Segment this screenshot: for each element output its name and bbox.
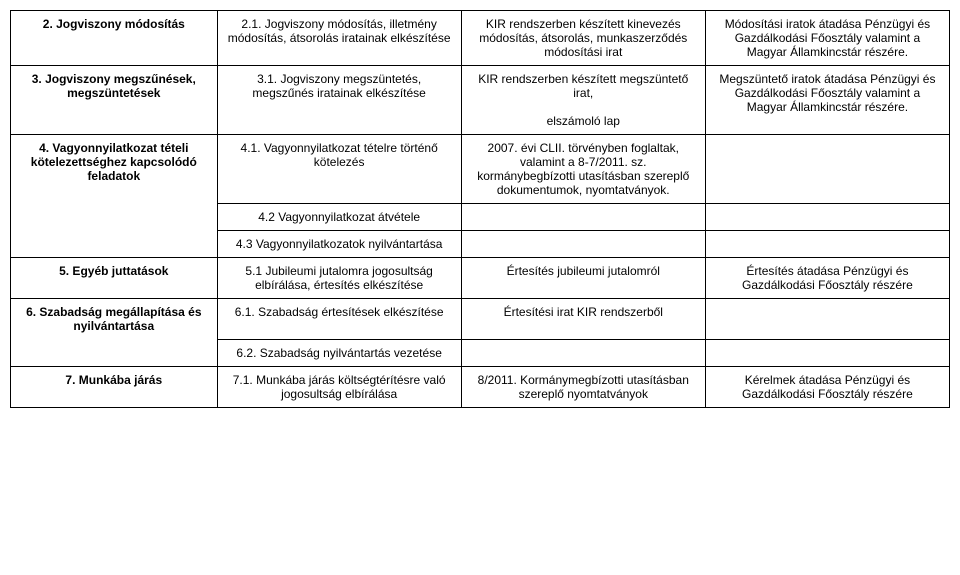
table-cell [11, 339, 218, 366]
table-cell: Megszüntető iratok átadása Pénzügyi és G… [705, 66, 949, 135]
table-cell [705, 135, 949, 204]
table-row: 4.2 Vagyonnyilatkozat átvétele [11, 204, 950, 231]
table-row: 5. Egyéb juttatások5.1 Jubileumi jutalom… [11, 258, 950, 299]
table-cell: 4.1. Vagyonnyilatkozat tételre történő k… [217, 135, 461, 204]
table-cell: 8/2011. Kormánymegbízotti utasításban sz… [461, 366, 705, 407]
table-cell: 3.1. Jogviszony megszüntetés, megszűnés … [217, 66, 461, 135]
table-cell: 4.3 Vagyonnyilatkozatok nyilvántartása [217, 231, 461, 258]
table-cell: 5. Egyéb juttatások [11, 258, 218, 299]
table-row: 3. Jogviszony megszűnések, megszüntetése… [11, 66, 950, 135]
table-cell [461, 339, 705, 366]
table-cell [11, 231, 218, 258]
table-cell: 2007. évi CLII. törvényben foglaltak, va… [461, 135, 705, 204]
table-cell: 6.2. Szabadság nyilvántartás vezetése [217, 339, 461, 366]
table-cell: Értesítés átadása Pénzügyi és Gazdálkodá… [705, 258, 949, 299]
table-cell: Kérelmek átadása Pénzügyi és Gazdálkodás… [705, 366, 949, 407]
table-cell [11, 204, 218, 231]
table-cell [461, 231, 705, 258]
table-cell: 7. Munkába járás [11, 366, 218, 407]
table-cell: Értesítés jubileumi jutalomról [461, 258, 705, 299]
table-cell: Módosítási iratok átadása Pénzügyi és Ga… [705, 11, 949, 66]
table-cell: 5.1 Jubileumi jutalomra jogosultság elbí… [217, 258, 461, 299]
main-table: 2. Jogviszony módosítás2.1. Jogviszony m… [10, 10, 950, 408]
table-cell [705, 299, 949, 340]
table-cell [705, 339, 949, 366]
table-cell [705, 231, 949, 258]
table-cell: KIR rendszerben készített kinevezés módo… [461, 11, 705, 66]
table-cell: 4. Vagyonnyilatkozat tételi kötelezettsé… [11, 135, 218, 204]
table-cell: KIR rendszerben készített megszüntető ir… [461, 66, 705, 135]
table-row: 6.2. Szabadság nyilvántartás vezetése [11, 339, 950, 366]
table-row: 2. Jogviszony módosítás2.1. Jogviszony m… [11, 11, 950, 66]
table-cell: 6. Szabadság megállapítása és nyilvántar… [11, 299, 218, 340]
table-cell [461, 204, 705, 231]
table-cell: 4.2 Vagyonnyilatkozat átvétele [217, 204, 461, 231]
table-row: 6. Szabadság megállapítása és nyilvántar… [11, 299, 950, 340]
table-cell [705, 204, 949, 231]
table-cell: 7.1. Munkába járás költségtérítésre való… [217, 366, 461, 407]
table-row: 4. Vagyonnyilatkozat tételi kötelezettsé… [11, 135, 950, 204]
table-cell: 3. Jogviszony megszűnések, megszüntetése… [11, 66, 218, 135]
table-cell: 2.1. Jogviszony módosítás, illetmény mód… [217, 11, 461, 66]
table-row: 4.3 Vagyonnyilatkozatok nyilvántartása [11, 231, 950, 258]
table-cell: Értesítési irat KIR rendszerből [461, 299, 705, 340]
table-cell: 2. Jogviszony módosítás [11, 11, 218, 66]
table-row: 7. Munkába járás7.1. Munkába járás költs… [11, 366, 950, 407]
table-cell: 6.1. Szabadság értesítések elkészítése [217, 299, 461, 340]
